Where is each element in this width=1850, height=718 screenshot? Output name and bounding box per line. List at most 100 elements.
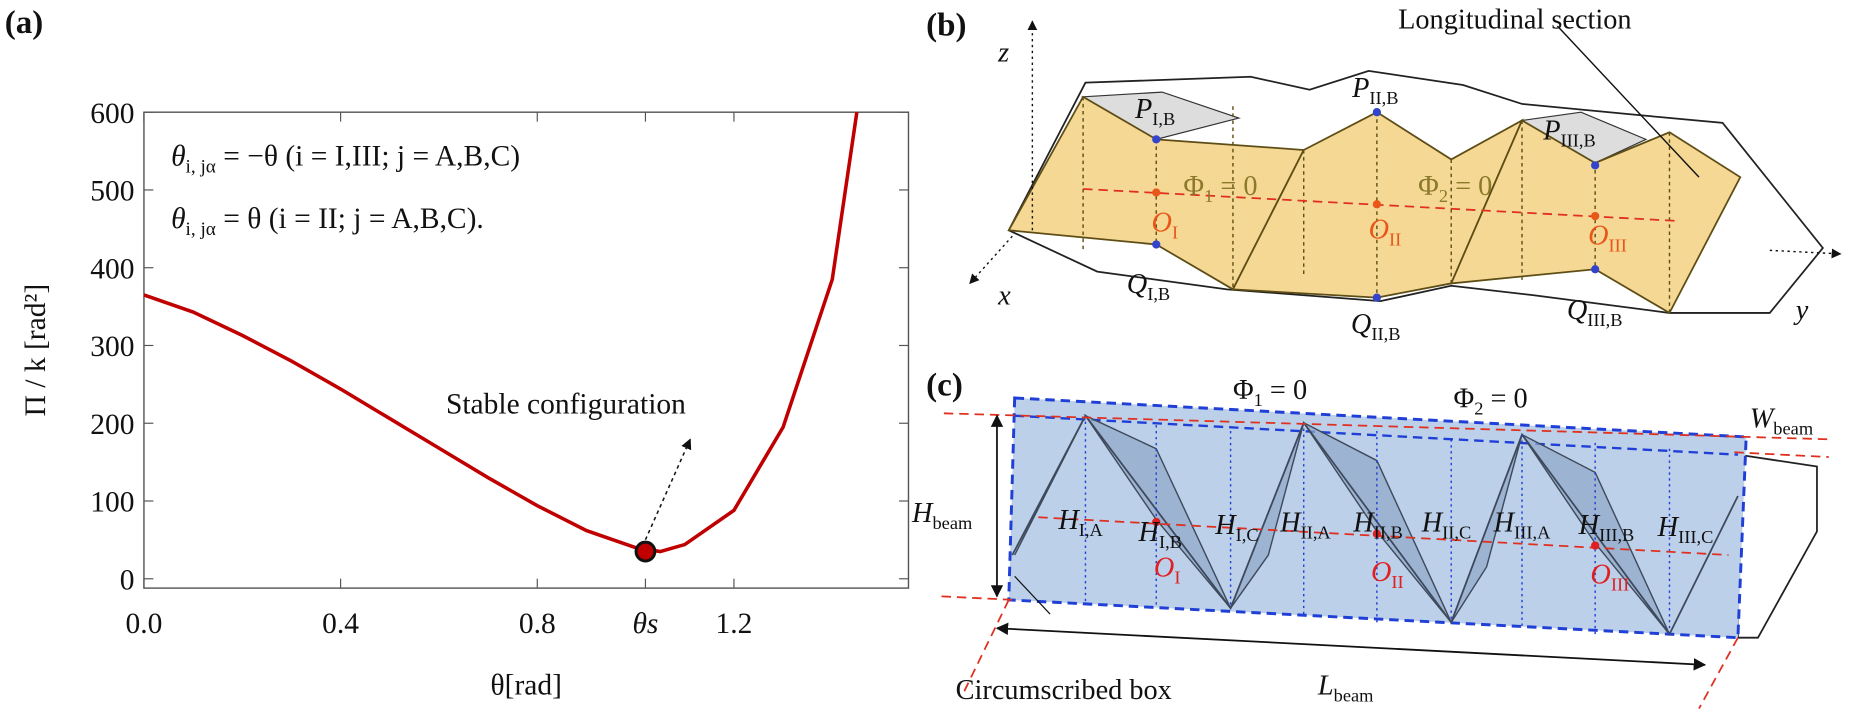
x-axis-label: θ[rad] — [491, 669, 562, 701]
label: HIII,A — [1493, 507, 1551, 542]
label-main: W — [1750, 403, 1776, 434]
label-main: H — [1279, 507, 1302, 538]
label-sub: beam — [1334, 685, 1375, 705]
label-main: z — [997, 37, 1009, 68]
curve — [143, 111, 859, 554]
y-axis-label: Π / k [rad²] — [20, 284, 52, 417]
label-main: O — [1590, 559, 1610, 590]
label: PII,B — [1351, 73, 1398, 108]
label-sub: III — [1609, 236, 1627, 256]
y-tick-label: 100 — [90, 487, 134, 519]
l-arrow — [995, 622, 1707, 671]
label: x — [997, 281, 1011, 312]
x-tick-label: 0.8 — [519, 608, 556, 640]
label-sub: 1 — [1204, 186, 1213, 206]
label-sub: III,B — [1561, 130, 1596, 150]
plot-frame — [143, 111, 910, 589]
label-main: x — [997, 281, 1011, 312]
label: Φ1 = 0 — [1183, 171, 1257, 206]
label: z — [997, 37, 1009, 68]
label-sub: III,B — [1587, 310, 1622, 330]
label: OIII — [1588, 220, 1627, 255]
label: HI,B — [1138, 517, 1182, 552]
label-main: Φ — [1233, 375, 1254, 406]
label-main: H — [911, 498, 934, 529]
label-main: O — [1152, 207, 1172, 238]
label: Circumscribed box — [956, 675, 1172, 706]
label-sub: 1 — [1254, 390, 1263, 410]
label-sub: I,B — [1147, 284, 1170, 304]
label-sub: III — [1611, 574, 1629, 594]
label-main: θ — [171, 203, 185, 235]
annotation: Stable configuration — [446, 388, 686, 420]
formula: θi, jα = θ (i = II; j = A,B,C). — [171, 203, 484, 240]
label: HI,A — [1057, 505, 1103, 540]
label-main: H — [1657, 512, 1680, 543]
label: OI — [1152, 207, 1179, 242]
label-main: P — [1542, 115, 1560, 146]
label-sub: II,B — [1371, 324, 1400, 344]
label-sub: II,B — [1374, 522, 1403, 542]
label-sub: III,C — [1678, 527, 1713, 547]
label: QII,B — [1351, 309, 1401, 344]
formula: θi, jα = −θ (i = I,III; j = A,B,C) — [171, 140, 520, 177]
label: HII,C — [1421, 507, 1472, 542]
label-after: = 0 — [1213, 171, 1257, 202]
label: OI — [1154, 552, 1181, 587]
label-main: H — [1057, 505, 1080, 536]
label: HI,C — [1214, 510, 1258, 545]
label-after: = −θ (i = I,III; j = A,B,C) — [216, 140, 520, 172]
x-tick-label: θs — [632, 608, 658, 640]
label-sub: i, jα — [186, 156, 216, 177]
label-after: = 0 — [1263, 375, 1307, 406]
label-main: O — [1588, 220, 1608, 251]
label-sub: II,A — [1301, 522, 1332, 542]
label-sub: I — [1174, 567, 1180, 587]
stable-point — [634, 540, 657, 563]
label: QIII,B — [1567, 295, 1623, 330]
label-main: P — [1134, 94, 1152, 125]
label: (b) — [926, 7, 966, 43]
label-main: H — [1138, 517, 1161, 548]
label-sub: II,B — [1369, 88, 1398, 108]
label: PIII,B — [1542, 115, 1596, 150]
y-tick-label: 500 — [90, 176, 134, 208]
label-sub: I,B — [1159, 532, 1182, 552]
x-tick-label: 0.4 — [322, 608, 359, 640]
label-after: = θ (i = II; j = A,B,C). — [216, 203, 484, 235]
label-sub: i, jα — [186, 219, 216, 240]
x-tick-label: 1.2 — [716, 608, 753, 640]
label-main: (c) — [926, 368, 963, 404]
label-after: = 0 — [1448, 171, 1492, 202]
label: Φ2 = 0 — [1454, 383, 1528, 418]
y-tick-label: 0 — [120, 564, 135, 596]
label-sub: beam — [932, 513, 973, 533]
y-tick-label: 200 — [90, 409, 134, 441]
label: HIII,B — [1578, 510, 1635, 545]
label-main: P — [1351, 73, 1369, 104]
label-main: Φ — [1183, 171, 1204, 202]
label-main: O — [1371, 557, 1391, 588]
zigzag — [1011, 414, 1739, 636]
label-main: θ — [171, 140, 185, 172]
label-main: Q — [1351, 309, 1371, 340]
label: Wbeam — [1750, 403, 1814, 438]
label-sub: II,C — [1442, 522, 1471, 542]
y-tick-label: 600 — [90, 98, 134, 130]
label-sub: 2 — [1474, 398, 1483, 418]
y-tick-label: 400 — [90, 253, 134, 285]
y-tick-label: 300 — [90, 331, 134, 363]
label: HIII,C — [1657, 512, 1714, 547]
leader — [1014, 575, 1051, 615]
label-main: H — [1214, 510, 1237, 541]
box-edge — [1014, 414, 1738, 456]
label-main: y — [1793, 295, 1809, 326]
prism-outline — [1737, 453, 1818, 639]
label: HII,A — [1279, 507, 1331, 542]
label: OII — [1371, 557, 1404, 592]
label-sub: II — [1389, 230, 1401, 250]
